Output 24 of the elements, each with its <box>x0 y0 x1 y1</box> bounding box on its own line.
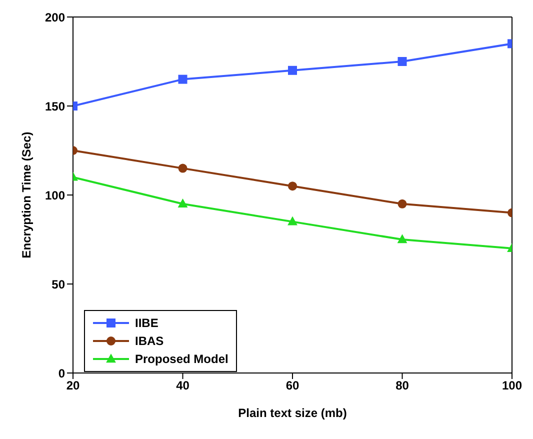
y-tick-label: 50 <box>52 277 66 292</box>
y-tick-label: 150 <box>44 99 66 114</box>
point <box>178 164 188 173</box>
x-tick-label: 80 <box>396 378 410 393</box>
y-tick-label: 100 <box>44 188 66 202</box>
y-axis-title: Encryption Time (Sec) <box>19 132 34 258</box>
y-tick-label: 200 <box>44 10 66 24</box>
x-tick-label: 40 <box>176 378 190 393</box>
x-axis-title: Plain text size (mb) <box>238 406 347 420</box>
point <box>288 66 297 75</box>
point <box>398 199 407 208</box>
y-tick-label: 0 <box>58 366 66 380</box>
legend-label: IIBE <box>135 315 158 332</box>
legend-label: IBAS <box>135 333 164 350</box>
legend-label: Proposed Model <box>135 351 228 368</box>
x-tick-label: 20 <box>66 378 80 393</box>
point <box>178 198 188 208</box>
point <box>288 216 298 226</box>
x-tick-label: 60 <box>286 378 300 393</box>
point <box>397 234 408 244</box>
point <box>288 182 297 191</box>
x-tick-label: 100 <box>502 378 522 393</box>
point <box>398 57 407 66</box>
point <box>178 74 188 84</box>
